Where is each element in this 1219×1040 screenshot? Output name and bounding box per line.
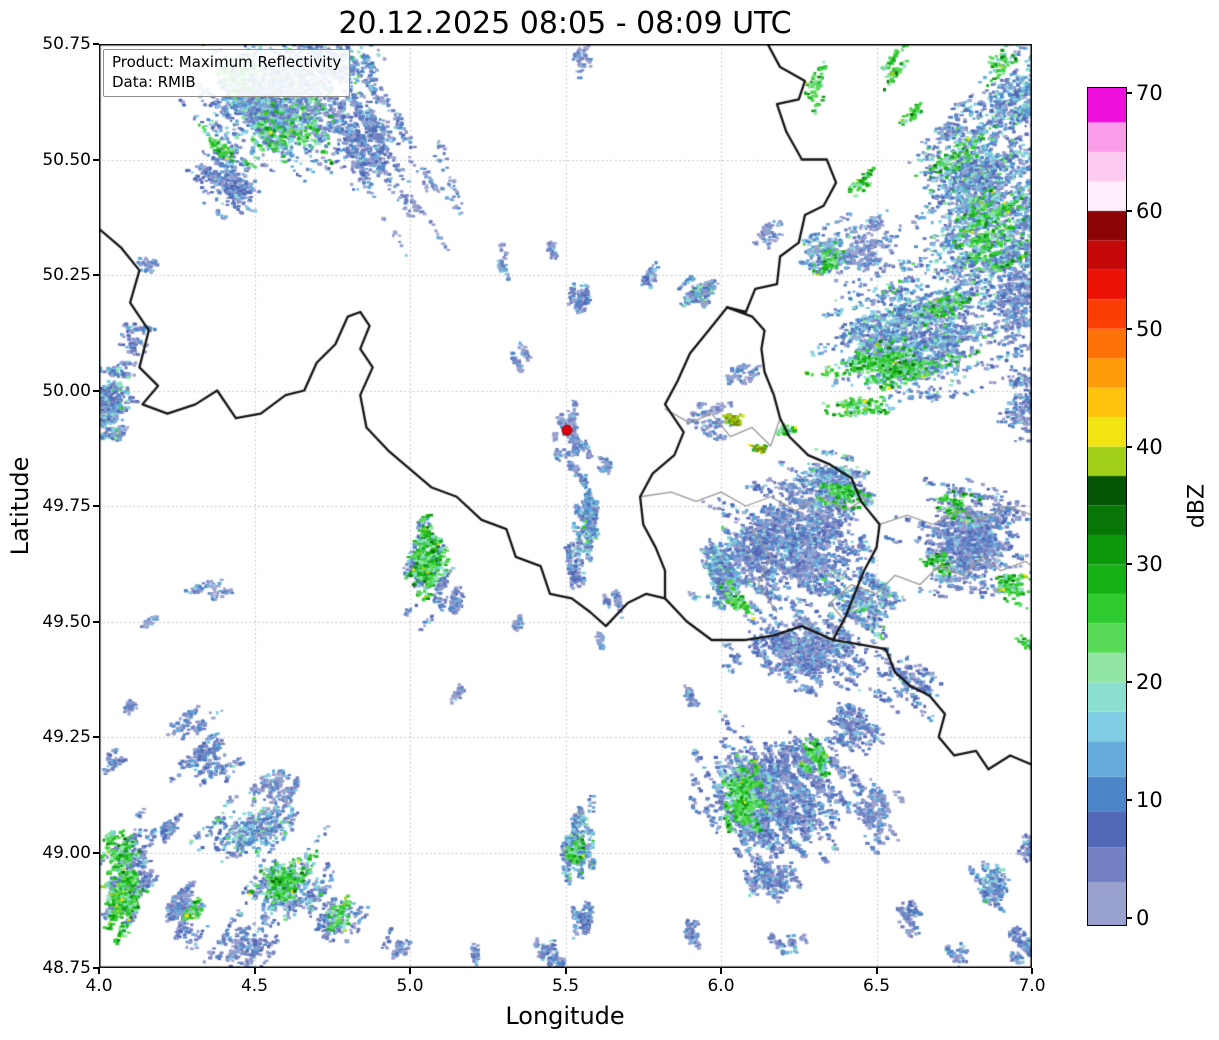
x-tick-mark: [409, 968, 411, 974]
colorbar: [1087, 87, 1127, 926]
annotation-box: Product: Maximum Reflectivity Data: RMIB: [103, 49, 351, 97]
x-tick-mark: [875, 968, 878, 974]
colorbar-tick-mark: [1126, 209, 1132, 212]
colorbar-tick-mark: [1126, 445, 1132, 448]
colorbar-tick-label: 70: [1136, 81, 1163, 105]
x-axis-label: Longitude: [505, 1002, 625, 1030]
colorbar-tick-label: 0: [1136, 906, 1150, 930]
y-tick-mark: [93, 851, 99, 854]
colorbar-tick-mark: [1126, 799, 1132, 802]
colorbar-tick-label: 50: [1136, 316, 1163, 341]
y-tick-label: 49.25: [42, 727, 91, 747]
y-tick-mark: [93, 43, 99, 45]
x-tick-mark: [564, 968, 567, 974]
x-tick-label: 4.5: [240, 976, 269, 996]
colorbar-tick-mark: [1126, 681, 1132, 684]
y-tick-mark: [93, 158, 99, 161]
colorbar-tick-label: 30: [1136, 552, 1163, 577]
y-tick-mark: [93, 274, 99, 276]
x-tick-mark: [253, 968, 256, 974]
y-tick-mark: [93, 505, 99, 507]
y-tick-label: 50.50: [42, 149, 91, 170]
x-tick-label: 4.0: [85, 976, 113, 996]
y-tick-label: 49.75: [42, 496, 91, 516]
radar-map-canvas: [99, 44, 1032, 968]
y-tick-mark: [93, 736, 99, 738]
y-tick-label: 49.00: [42, 842, 91, 863]
colorbar-tick-mark: [1126, 917, 1132, 919]
y-tick-mark: [93, 389, 99, 392]
x-tick-label: 5.5: [551, 976, 580, 996]
y-tick-label: 50.75: [42, 34, 91, 54]
y-axis-label: Latitude: [6, 456, 34, 556]
colorbar-tick-label: 10: [1136, 788, 1163, 813]
x-tick-label: 7.0: [1018, 976, 1046, 996]
annotation-product: Product: Maximum Reflectivity: [112, 53, 342, 71]
colorbar-tick-mark: [1126, 92, 1132, 94]
colorbar-tick-mark: [1126, 563, 1132, 566]
x-tick-mark: [720, 968, 722, 974]
y-tick-mark: [93, 620, 99, 623]
colorbar-tick-label: 40: [1136, 434, 1163, 459]
x-tick-mark: [1031, 968, 1033, 974]
x-tick-mark: [98, 968, 100, 974]
x-tick-label: 5.0: [396, 976, 424, 996]
y-tick-mark: [93, 967, 99, 969]
x-tick-label: 6.5: [862, 976, 891, 996]
y-tick-label: 48.75: [42, 958, 91, 978]
x-tick-label: 6.0: [707, 976, 735, 996]
y-tick-label: 50.00: [42, 380, 91, 401]
colorbar-tick-mark: [1126, 327, 1132, 330]
colorbar-label: dBZ: [1184, 483, 1210, 529]
colorbar-tick-label: 60: [1136, 198, 1163, 223]
colorbar-tick-label: 20: [1136, 670, 1163, 695]
figure-title: 20.12.2025 08:05 - 08:09 UTC: [338, 6, 792, 41]
y-tick-label: 50.25: [42, 265, 91, 285]
y-tick-label: 49.50: [42, 611, 91, 632]
annotation-source: Data: RMIB: [112, 72, 196, 91]
